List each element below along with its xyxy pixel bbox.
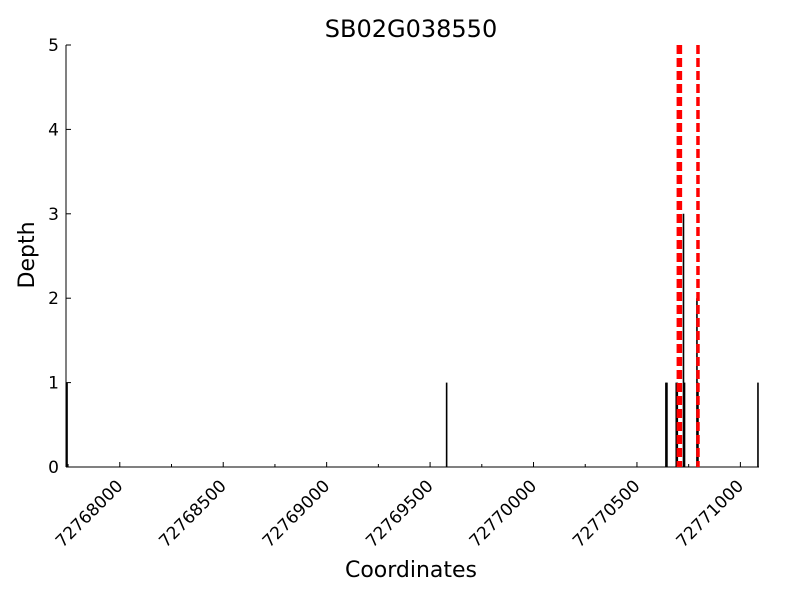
y-axis-label: Depth (15, 221, 40, 288)
y-tick-label: 0 (48, 458, 59, 478)
x-tick-label: 72770000 (466, 476, 541, 551)
y-tick-label: 2 (48, 289, 59, 309)
plot-area: 0 1 2 3 4 5 72768000 72768500 72769000 72769500 72… (48, 36, 759, 552)
x-tick-label: 72769500 (362, 476, 437, 551)
y-tick-label: 3 (48, 205, 59, 225)
x-tick-label: 72770500 (569, 476, 644, 551)
x-axis-label: Coordinates (345, 558, 477, 583)
x-tick-label: 72768500 (155, 476, 230, 551)
y-tick-label: 4 (48, 120, 59, 140)
x-tick-label: 72769000 (259, 476, 334, 551)
x-tick-label: 72771000 (673, 476, 748, 551)
y-tick-label: 1 (48, 374, 59, 394)
y-tick-label: 5 (48, 36, 59, 56)
chart-title: SB02G038550 (325, 15, 497, 43)
x-tick-label: 72768000 (52, 476, 127, 551)
